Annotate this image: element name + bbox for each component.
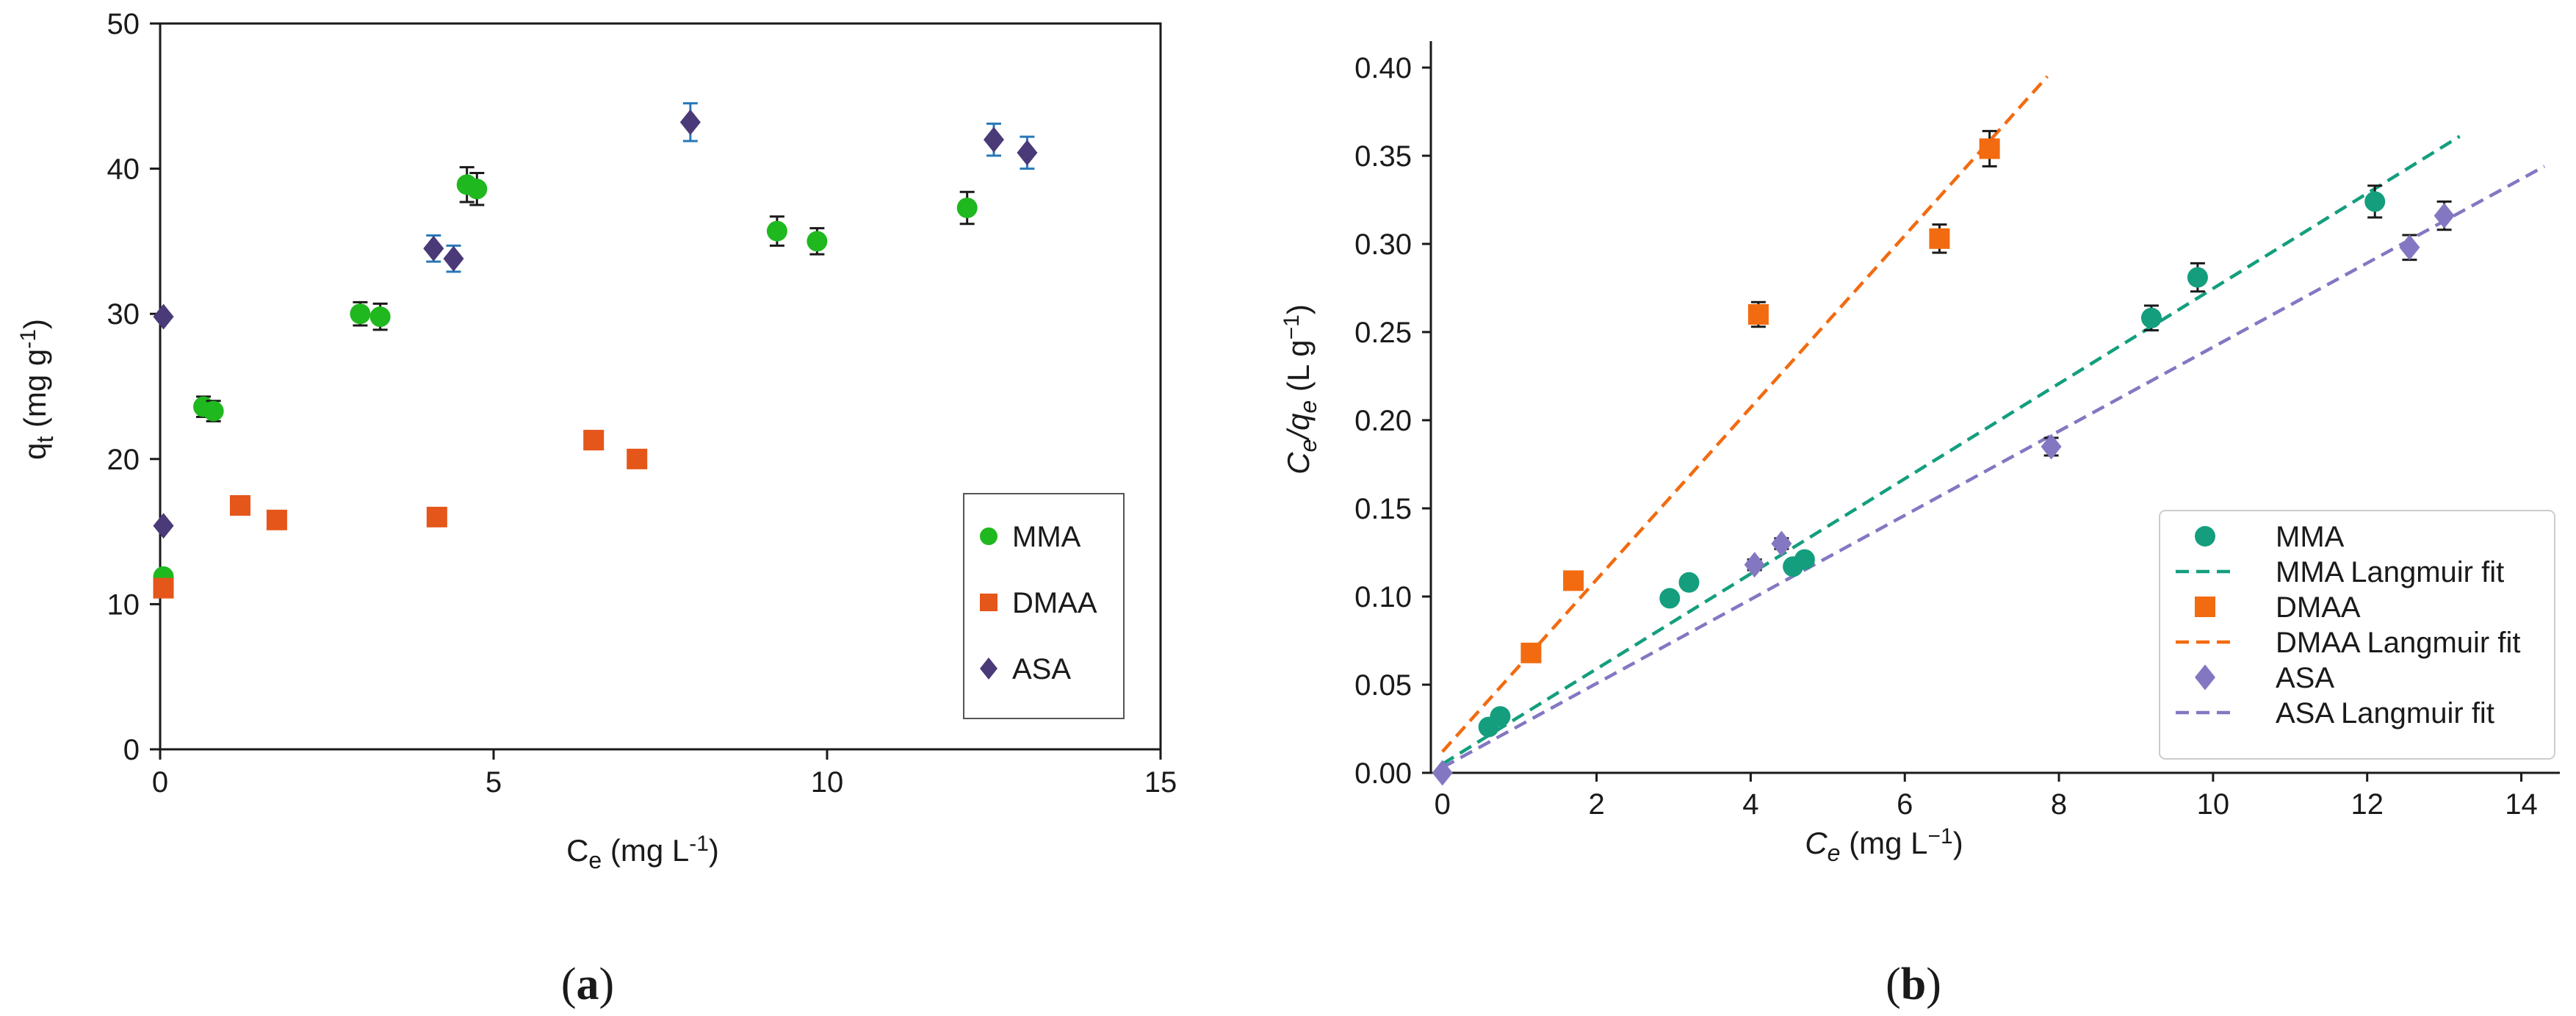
panel-a-frame xyxy=(159,22,1162,751)
data-point xyxy=(1929,228,1950,249)
data-point xyxy=(627,448,648,469)
data-point xyxy=(1520,642,1542,663)
data-point xyxy=(2187,267,2208,288)
data-point xyxy=(443,245,464,272)
data-point xyxy=(229,495,250,516)
legend-label: ASA xyxy=(1012,653,1071,685)
legend-marker xyxy=(2195,526,2215,547)
fit-line xyxy=(1441,75,2049,753)
data-point xyxy=(423,235,444,262)
legend-marker xyxy=(980,657,997,680)
data-point xyxy=(2434,203,2455,229)
data-point xyxy=(1659,588,1681,609)
data-point xyxy=(466,179,488,200)
data-point xyxy=(153,513,174,539)
legend-label: ASA xyxy=(2276,662,2334,694)
panel-b-plot-area: 0 2 4 6 8 10 12 14 0.00 0.05 0.10 0.15 0.20 0.25 0.30 0… xyxy=(1354,41,2560,821)
x-tick-label: 5 xyxy=(486,766,502,799)
legend-marker xyxy=(2195,664,2215,691)
y-tick-label: 0.05 xyxy=(1354,669,1412,702)
data-point xyxy=(1979,138,2000,159)
data-point xyxy=(203,400,224,422)
data-point xyxy=(1490,706,1511,727)
legend-marker xyxy=(980,594,997,611)
panel-b-y-axis-label: Ce/qe (L g−1) xyxy=(1280,304,1321,475)
data-point xyxy=(1747,304,1769,325)
legend-label: ASA Langmuir fit xyxy=(2276,697,2494,729)
y-tick-label: 20 xyxy=(107,444,140,476)
y-tick-label: 10 xyxy=(107,588,140,621)
fit-line xyxy=(1441,165,2546,769)
y-tick-label: 0.40 xyxy=(1354,52,1412,84)
x-tick-label: 15 xyxy=(1144,766,1177,799)
data-point xyxy=(350,303,371,325)
data-point xyxy=(1744,552,1765,578)
legend-label: DMAA xyxy=(1012,587,1097,619)
panel-b-x-axis-label: Ce (mg L−1) xyxy=(1805,824,1963,866)
x-tick-label: 2 xyxy=(1588,788,1604,821)
data-point xyxy=(2399,234,2420,261)
data-point xyxy=(2364,191,2386,212)
data-point xyxy=(807,231,828,252)
data-point xyxy=(2041,433,2062,460)
data-point xyxy=(2140,307,2162,328)
y-tick-label: 0.20 xyxy=(1354,405,1412,437)
y-tick-label: 0.25 xyxy=(1354,317,1412,349)
legend-marker xyxy=(980,527,997,545)
x-tick-label: 0 xyxy=(1435,788,1451,821)
panel-b-chart: 0 2 4 6 8 10 12 14 0.00 0.05 0.10 0.15 0.20 0.25 0.30 0… xyxy=(1280,41,2560,1009)
y-tick-label: 0.15 xyxy=(1354,493,1412,525)
data-point xyxy=(266,509,287,530)
panel-a-plot-area: 0 5 10 15 0 10 20 30 40 50 MMA DMAA ASA xyxy=(107,8,1177,799)
data-point xyxy=(153,303,174,330)
legend-box xyxy=(2159,510,2555,760)
panel-a-x-axis-label: Ce (mg L-1) xyxy=(566,832,719,873)
data-point xyxy=(1563,570,1584,591)
x-tick-label: 10 xyxy=(2197,788,2230,821)
data-point xyxy=(1794,549,1815,570)
data-point xyxy=(766,220,787,242)
data-point xyxy=(984,126,1004,153)
y-tick-label: 0.30 xyxy=(1354,228,1412,261)
y-tick-label: 0.35 xyxy=(1354,140,1412,173)
panel-a-y-axis-label: qt (mg g-1) xyxy=(16,319,58,460)
legend-marker xyxy=(2195,597,2215,617)
data-point xyxy=(583,430,605,451)
panel-a-legend: MMA DMAA ASA xyxy=(963,493,1125,719)
data-point xyxy=(679,109,701,135)
y-tick-label: 0.00 xyxy=(1354,757,1412,790)
legend-label: DMAA xyxy=(2276,591,2361,624)
panel-b-label: (b) xyxy=(1886,959,1941,1009)
legend-label: DMAA Langmuir fit xyxy=(2276,627,2520,659)
x-tick-label: 10 xyxy=(811,766,844,799)
data-point xyxy=(1432,760,1453,786)
x-tick-label: 12 xyxy=(2350,788,2384,821)
x-tick-label: 8 xyxy=(2051,788,2067,821)
data-point xyxy=(1678,572,1700,593)
y-tick-label: 40 xyxy=(107,154,140,186)
data-point xyxy=(956,197,978,218)
panel-a-label: (a) xyxy=(561,959,614,1009)
fit-line xyxy=(1441,134,2461,765)
y-tick-label: 0 xyxy=(123,734,140,766)
data-point xyxy=(1771,530,1792,557)
data-point xyxy=(426,506,447,527)
x-tick-label: 14 xyxy=(2505,788,2538,821)
legend-label: MMA Langmuir fit xyxy=(2276,556,2504,588)
x-tick-label: 0 xyxy=(152,766,168,799)
data-point xyxy=(369,306,391,328)
legend-label: MMA xyxy=(1012,521,1081,553)
data-point xyxy=(1017,140,1038,166)
y-tick-label: 30 xyxy=(107,298,140,331)
y-tick-label: 50 xyxy=(107,8,140,40)
y-tick-label: 0.10 xyxy=(1354,581,1412,613)
x-tick-label: 6 xyxy=(1897,788,1913,821)
data-point xyxy=(153,577,174,599)
x-tick-label: 4 xyxy=(1742,788,1758,821)
legend-label: MMA xyxy=(2276,521,2345,553)
